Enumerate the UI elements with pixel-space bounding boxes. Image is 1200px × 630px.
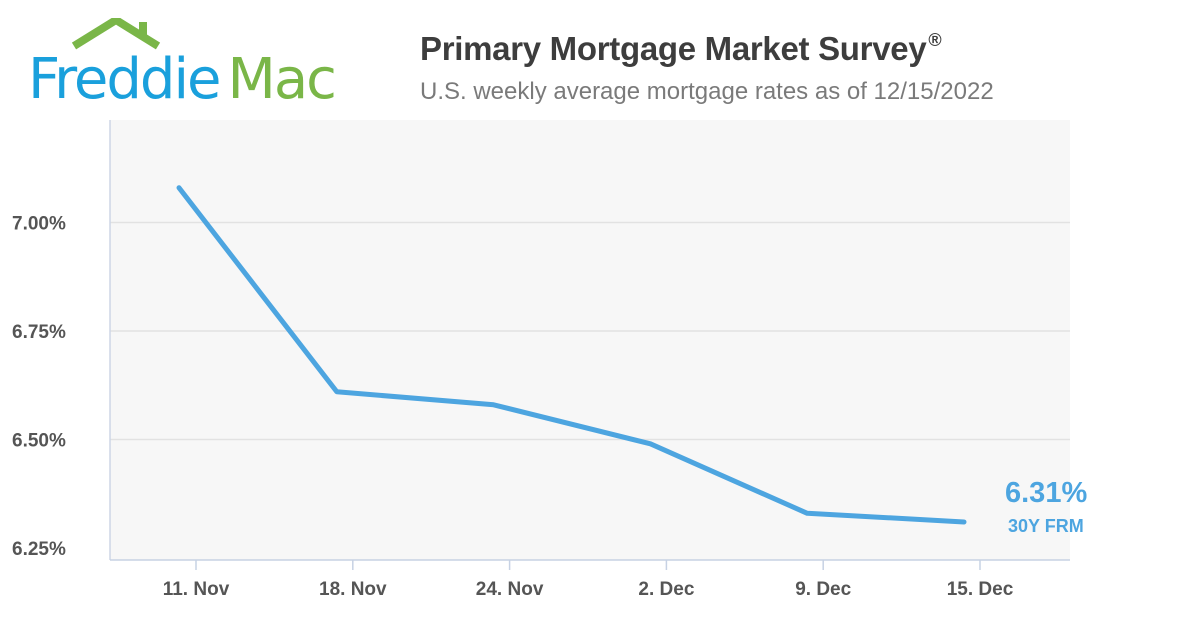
y-axis: 6.25% 6.50% 6.75% 7.00% bbox=[12, 120, 111, 560]
x-axis: 11. Nov 18. Nov 24. Nov 2. Dec 9. Dec 15. Dec bbox=[110, 559, 1070, 600]
series-line bbox=[176, 185, 967, 525]
house-roof-icon bbox=[71, 18, 161, 50]
logo-text-freddie: Freddie bbox=[28, 47, 220, 108]
freddie-mac-logo: Freddie Mac bbox=[28, 18, 337, 108]
end-label: 6.31% 30Y FRM bbox=[1005, 477, 1087, 536]
y-tick-label: 6.75% bbox=[12, 322, 66, 343]
chart-title-text: Primary Mortgage Market Survey bbox=[420, 30, 927, 67]
x-tick-label: 24. Nov bbox=[476, 579, 544, 600]
plot-background bbox=[110, 120, 1070, 560]
logo-text-mac: Mac bbox=[228, 47, 335, 108]
grid-lines bbox=[110, 221, 1070, 441]
end-series-label: 30Y FRM bbox=[1008, 516, 1084, 536]
registered-mark: ® bbox=[928, 30, 942, 50]
end-value-label: 6.31% bbox=[1005, 477, 1087, 509]
x-tick-label: 18. Nov bbox=[319, 579, 387, 600]
x-tick-label: 11. Nov bbox=[163, 579, 230, 600]
chart-subtitle: U.S. weekly average mortgage rates as of… bbox=[420, 78, 994, 105]
x-tick-label: 9. Dec bbox=[795, 579, 851, 600]
x-tick-label: 15. Dec bbox=[947, 579, 1014, 600]
chart-title: Primary Mortgage Market Survey ® bbox=[420, 30, 942, 68]
series-30y-frm bbox=[176, 185, 967, 525]
x-tick-label: 2. Dec bbox=[638, 579, 694, 600]
y-tick-label: 6.50% bbox=[12, 431, 66, 452]
y-tick-label: 7.00% bbox=[12, 214, 66, 235]
y-tick-label: 6.25% bbox=[12, 539, 66, 560]
